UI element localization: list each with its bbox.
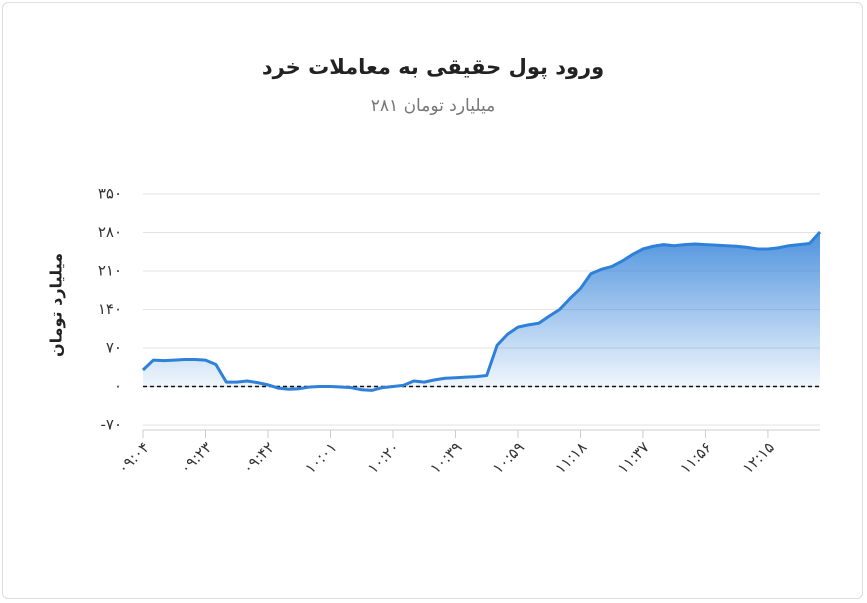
line — [141, 230, 822, 392]
x-tick-label: ۰۹:۴۲ — [239, 438, 278, 477]
y-tick-label: ۰ — [114, 377, 122, 395]
x-tick-label: ۱۱:۳۷ — [614, 438, 653, 477]
x-tick-label: ۱۰:۲۰ — [364, 438, 403, 477]
y-tick-label: ۲۱۰ — [98, 262, 122, 280]
x-tick-label: ۱۲:۱۵ — [739, 438, 778, 477]
x-tick-label: ۱۰:۳۹ — [426, 438, 465, 477]
chart-subtitle: میلیارد تومان ۲۸۱ — [371, 96, 495, 116]
y-tick-label: ۱۴۰ — [98, 300, 122, 318]
x-tick-label: ۱۰:۰۱ — [301, 438, 340, 477]
y-tick-label: ۳۵۰ — [98, 185, 122, 203]
x-tick-label: ۱۱:۵۶ — [676, 438, 715, 477]
y-tick-label: ۲۸۰ — [98, 223, 122, 241]
x-tick-label: ۱۰:۵۹ — [489, 438, 528, 477]
x-tick-label: ۱۱:۱۸ — [551, 438, 590, 477]
area-fill — [143, 231, 820, 391]
y-axis-label: میلیارد تومان — [47, 253, 66, 357]
x-tick-label: ۰۹:۲۳ — [176, 438, 215, 477]
y-tick-label: ۷۰ — [106, 339, 122, 357]
x-tick-label: ۰۹:۰۴ — [114, 438, 153, 477]
y-tick-label: -۷۰ — [100, 416, 122, 434]
chart-title: ورود پول حقیقی به معاملات خرد — [262, 55, 604, 79]
